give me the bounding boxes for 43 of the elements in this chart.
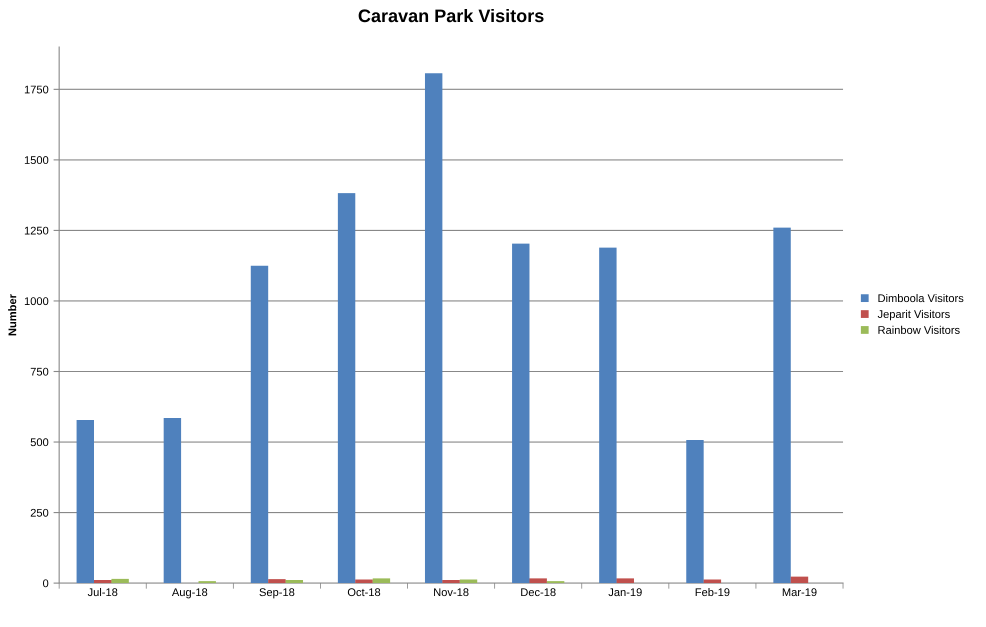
- y-tick-label: 500: [30, 438, 48, 446]
- bar: [704, 579, 722, 584]
- x-tick-label: Oct-18: [348, 588, 380, 596]
- bar: [599, 248, 617, 584]
- bar: [686, 440, 704, 584]
- y-tick-label: 250: [30, 508, 48, 517]
- bar: [338, 193, 356, 584]
- bar: [164, 418, 182, 584]
- legend-label: Dimboola Visitors: [878, 294, 964, 302]
- bar: [616, 578, 634, 584]
- bar: [250, 266, 268, 584]
- bar: [460, 579, 478, 584]
- bar: [355, 579, 373, 584]
- bar: [424, 73, 442, 584]
- y-tick-label: 750: [30, 368, 48, 376]
- bar: [372, 578, 390, 584]
- bar: [773, 228, 791, 584]
- legend-label: Rainbow Visitors: [878, 326, 960, 334]
- bar: [111, 578, 129, 584]
- y-tick-label: 0: [43, 579, 48, 588]
- y-tick-label: 1250: [24, 226, 48, 235]
- bar: [94, 580, 112, 584]
- x-tick-label: Dec-18: [521, 588, 556, 596]
- bar: [268, 579, 286, 584]
- x-tick-label: Jan-19: [608, 588, 642, 596]
- bar: [286, 580, 304, 584]
- legend-label: Jeparit Visitors: [878, 310, 950, 320]
- bar: [790, 576, 808, 584]
- x-tick-label: Aug-18: [172, 588, 208, 598]
- y-axis-title: Number: [8, 294, 16, 336]
- y-tick-label: 1500: [24, 156, 48, 164]
- x-tick-label: Nov-18: [434, 588, 469, 596]
- x-tick-label: Sep-18: [259, 588, 294, 598]
- y-tick-label: 1750: [24, 86, 48, 94]
- x-tick-label: Jul-18: [88, 588, 118, 596]
- y-tick-label: 1000: [24, 297, 48, 306]
- bar: [512, 244, 530, 584]
- chart-title: Caravan Park Visitors: [358, 8, 544, 22]
- x-tick-label: Feb-19: [696, 588, 730, 596]
- bar: [529, 578, 547, 584]
- bar: [76, 420, 94, 584]
- bar: [442, 580, 460, 584]
- x-tick-label: Mar-19: [782, 588, 817, 596]
